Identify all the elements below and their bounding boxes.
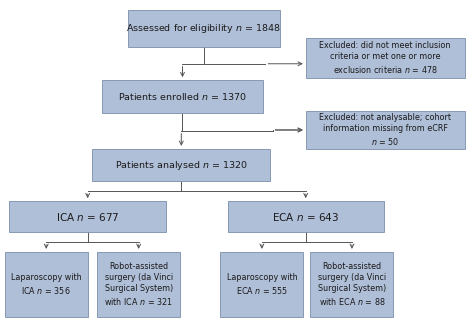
FancyBboxPatch shape [306,38,465,78]
FancyBboxPatch shape [306,111,465,149]
FancyBboxPatch shape [220,252,303,317]
FancyBboxPatch shape [92,149,270,181]
Text: Robot-assisted
surgery (da Vinci
Surgical System)
with ICA $n$ = 321: Robot-assisted surgery (da Vinci Surgica… [104,262,173,307]
Text: Excluded: did not meet inclusion
criteria or met one or more
exclusion criteria : Excluded: did not meet inclusion criteri… [319,41,451,75]
Text: ICA $n$ = 677: ICA $n$ = 677 [56,211,119,223]
FancyBboxPatch shape [128,10,280,47]
Text: Patients enrolled $n$ = 1370: Patients enrolled $n$ = 1370 [118,91,247,102]
FancyBboxPatch shape [97,252,180,317]
Text: Laparoscopy with
ECA $n$ = 555: Laparoscopy with ECA $n$ = 555 [227,273,297,296]
Text: Assessed for eligibility $n$ = 1848: Assessed for eligibility $n$ = 1848 [127,22,281,35]
FancyBboxPatch shape [228,201,384,232]
Text: Robot-assisted
surgery (da Vinci
Surgical System)
with ECA $n$ = 88: Robot-assisted surgery (da Vinci Surgica… [318,262,386,307]
FancyBboxPatch shape [310,252,393,317]
FancyBboxPatch shape [5,252,88,317]
Text: Excluded: not analysable; cohort
information missing from eCRF
$n$ = 50: Excluded: not analysable; cohort informa… [319,113,451,147]
FancyBboxPatch shape [102,80,263,113]
Text: Laparoscopy with
ICA $n$ = 356: Laparoscopy with ICA $n$ = 356 [11,273,82,296]
Text: ECA $n$ = 643: ECA $n$ = 643 [272,211,339,223]
FancyBboxPatch shape [9,201,166,232]
Text: Patients analysed $n$ = 1320: Patients analysed $n$ = 1320 [115,159,248,172]
